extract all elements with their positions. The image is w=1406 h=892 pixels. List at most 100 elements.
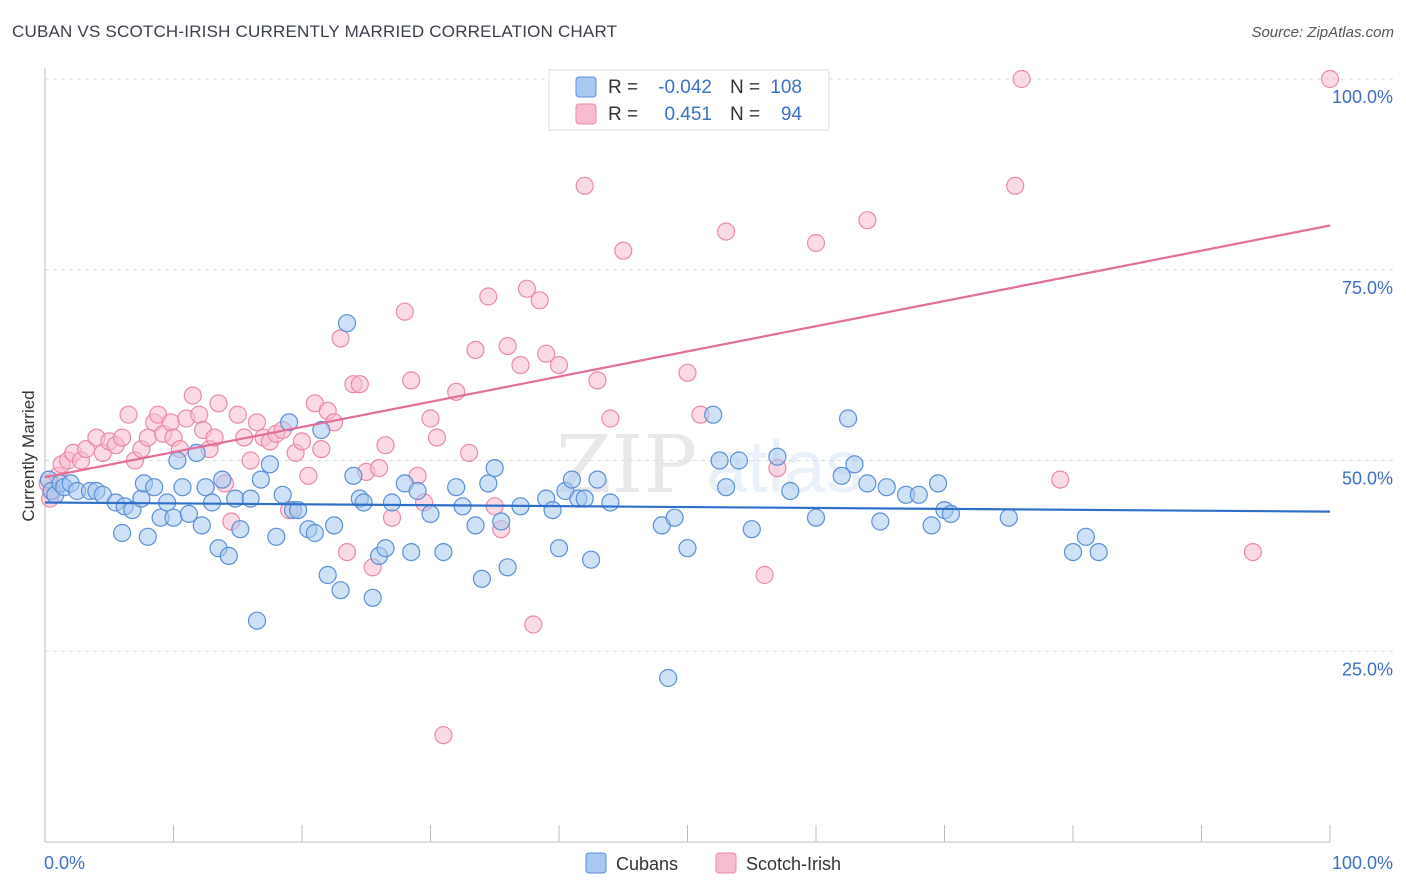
- scotch-irish-point-92: [1051, 470, 1070, 489]
- legend-r-label-cubans: R =: [608, 77, 638, 98]
- bottom-legend-swatch-scotch-irish: [715, 852, 737, 874]
- scotch-irish-point-21: [161, 413, 180, 432]
- scotch-irish-point-46: [312, 440, 331, 459]
- cubans-point-45: [318, 565, 337, 585]
- legend-n-value-scotch-irish: 94: [781, 104, 803, 125]
- cubans-point-84: [704, 405, 723, 424]
- scotch-irish-point-56: [376, 436, 395, 455]
- cubans-point-107: [1089, 542, 1108, 562]
- scotch-irish-point-91: [1012, 69, 1031, 89]
- cubans-point-95: [858, 474, 877, 493]
- scotch-irish-point-93: [1243, 542, 1263, 562]
- scotch-irish-point-90: [1006, 176, 1025, 195]
- cubans-point-101: [928, 474, 948, 493]
- cubans-point-29: [213, 470, 232, 489]
- cubans-point-104: [999, 508, 1018, 527]
- scotch-irish-point-59: [402, 371, 421, 390]
- cubans-point-34: [247, 611, 267, 630]
- cubans-point-79: [601, 493, 620, 512]
- cubans-point-105: [1063, 542, 1083, 562]
- scotch-irish-point-63: [427, 428, 446, 447]
- scotch-irish-point-33: [228, 405, 247, 424]
- scotch-irish-point-35: [241, 451, 260, 470]
- y-tick-labels: 25.0% 50.0% 75.0% 100.0%: [1332, 87, 1393, 679]
- scotch-irish-point-71: [498, 337, 517, 356]
- cubans-point-67: [492, 512, 511, 531]
- scotch-irish-point-86: [755, 565, 774, 585]
- cubans-point-11: [112, 523, 132, 543]
- cubans-point-23: [179, 504, 198, 524]
- cubans-point-71: [543, 501, 562, 520]
- scotch-irish-point-79: [588, 371, 607, 390]
- cubans-point-61: [447, 478, 466, 497]
- scotch-irish-point-29: [205, 428, 224, 447]
- scotch-irish-point-62: [421, 409, 440, 428]
- cubans-point-82: [665, 508, 684, 527]
- cubans-points: [39, 314, 1108, 688]
- scotch-irish-point-76: [537, 344, 556, 363]
- cubans-point-90: [781, 481, 800, 501]
- legend-n-value-cubans: 108: [770, 77, 802, 98]
- scotch-irish-point-58: [395, 302, 414, 321]
- legend-n-label-scotch-irish: N =: [730, 104, 760, 125]
- scotch-irish-point-25: [183, 386, 202, 405]
- cubans-point-89: [768, 447, 787, 466]
- cubans-point-55: [382, 493, 402, 512]
- cubans-point-66: [485, 459, 504, 478]
- cubans-point-35: [251, 470, 270, 489]
- cubans-point-74: [562, 470, 582, 489]
- cubans-point-51: [354, 493, 373, 512]
- scotch-irish-point-50: [337, 542, 357, 562]
- cubans-point-97: [877, 478, 896, 497]
- cubans-point-38: [273, 485, 292, 504]
- scotch-irish-point-49: [331, 329, 350, 348]
- cubans-point-39: [280, 413, 299, 432]
- axes: [44, 68, 1331, 843]
- scotch-irish-point-17: [138, 428, 157, 447]
- cubans-point-54: [376, 539, 395, 558]
- cubans-point-26: [196, 478, 215, 497]
- cubans-point-99: [909, 485, 928, 504]
- scotch-irish-point-26: [190, 405, 209, 424]
- bottom-legend-swatch-cubans: [585, 852, 607, 874]
- cubans-point-25: [192, 516, 211, 535]
- scotch-irish-point-83: [678, 363, 697, 382]
- correlation-legend: R = -0.042 N = 108 R = 0.451 N = 94: [548, 69, 830, 131]
- scotch-irish-point-74: [524, 615, 543, 634]
- scotch-irish-point-85: [716, 222, 736, 241]
- cubans-point-83: [678, 539, 697, 558]
- legend-r-label-scotch-irish: R =: [608, 104, 638, 125]
- y-tick-label-1: 50.0%: [1342, 469, 1393, 489]
- cubans-point-85: [710, 451, 729, 470]
- scotch-irish-point-88: [806, 233, 826, 253]
- y-tick-label-3: 100.0%: [1332, 87, 1393, 107]
- cubans-point-27: [203, 493, 222, 512]
- cubans-point-65: [479, 474, 498, 493]
- cubans-point-63: [466, 516, 485, 535]
- legend-n-label-cubans: N =: [730, 77, 760, 98]
- scotch-irish-point-52: [350, 375, 369, 394]
- scotch-irish-point-14: [119, 405, 138, 424]
- cubans-point-87: [729, 451, 749, 470]
- cubans-point-72: [549, 539, 569, 558]
- cubans-point-46: [325, 516, 344, 535]
- scotch-irish-point-68: [479, 287, 498, 306]
- scotch-irish-point-36: [247, 413, 267, 432]
- cubans-point-48: [337, 314, 357, 333]
- legend-r-value-scotch-irish: 0.451: [664, 104, 712, 125]
- bottom-legend-label-cubans: Cubans: [616, 854, 678, 874]
- legend-r-value-cubans: -0.042: [658, 77, 712, 98]
- scotch-irish-point-30: [209, 394, 228, 413]
- scotch-irish-points: [38, 69, 1340, 745]
- cubans-point-36: [260, 455, 279, 474]
- scotch-irish-point-77: [549, 356, 569, 375]
- source-label: Source: ZipAtlas.com: [1251, 24, 1394, 41]
- cubans-point-16: [138, 527, 157, 546]
- y-tick-label-0: 25.0%: [1342, 659, 1393, 679]
- cubans-point-30: [219, 546, 238, 566]
- x-tick-label-min: 0.0%: [44, 853, 85, 873]
- scotch-irish-point-81: [614, 241, 633, 260]
- cubans-point-96: [871, 512, 890, 531]
- cubans-point-60: [434, 542, 453, 562]
